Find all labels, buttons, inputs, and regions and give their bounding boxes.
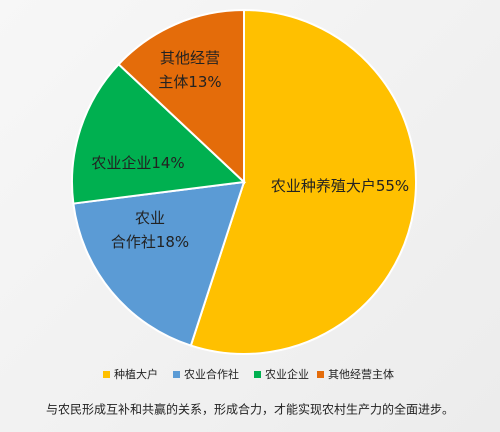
data-label: 农业企业14% <box>91 154 184 172</box>
data-label: 农业种养殖大户55% <box>271 177 409 195</box>
data-label: 其他经营主体13% <box>158 49 221 91</box>
legend-label: 种植大户 <box>114 367 158 381</box>
pie-slice <box>72 180 246 347</box>
pie-slice <box>189 8 417 355</box>
legend-marker <box>254 371 261 378</box>
data-label: 农业合作社18% <box>111 209 189 251</box>
pie-slice <box>117 8 245 185</box>
legend-label: 农业合作社 <box>184 367 239 381</box>
caption: 与农民形成互补和共赢的关系，形成合力，才能实现农村生产力的全面进步。 <box>46 402 454 417</box>
legend-marker <box>103 371 110 378</box>
legend-marker <box>317 371 324 378</box>
legend-marker <box>173 371 180 378</box>
legend-label: 农业企业 <box>265 367 309 381</box>
legend-label: 其他经营主体 <box>328 367 394 381</box>
pie-slice <box>71 62 247 205</box>
